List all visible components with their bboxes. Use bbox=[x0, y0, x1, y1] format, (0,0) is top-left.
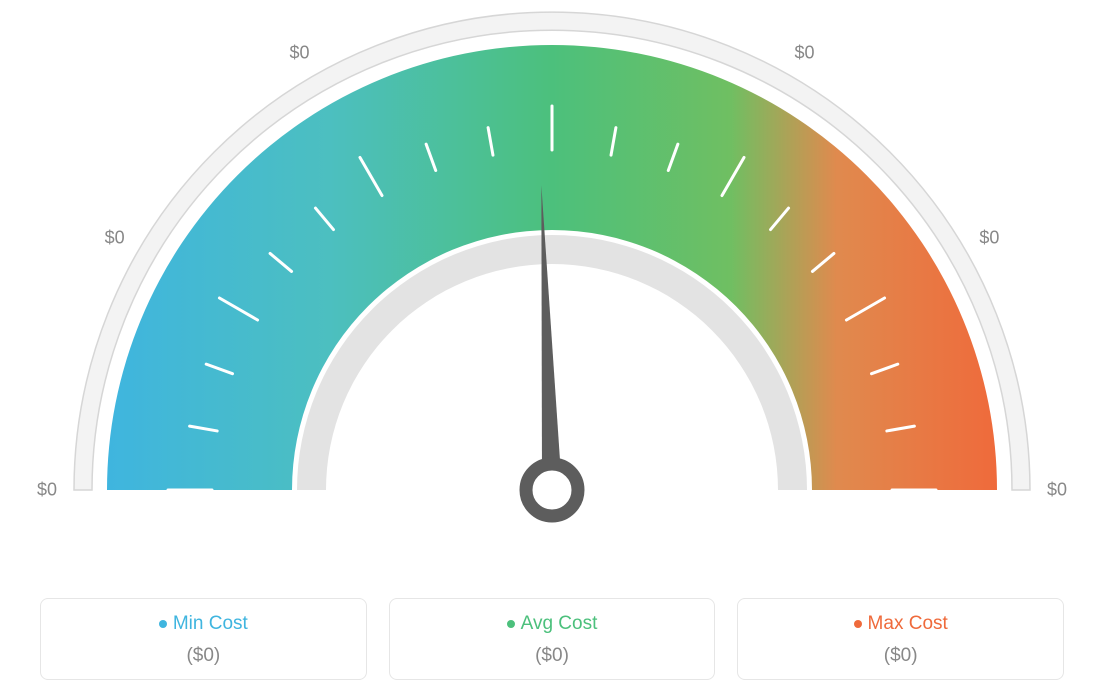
scale-label: $0 bbox=[979, 227, 999, 248]
legend-card-min: Min Cost ($0) bbox=[40, 598, 367, 680]
legend-title-max: Max Cost bbox=[854, 613, 948, 635]
dot-icon bbox=[854, 620, 862, 628]
legend-card-max: Max Cost ($0) bbox=[737, 598, 1064, 680]
gauge-svg bbox=[0, 0, 1104, 560]
scale-label: $0 bbox=[1047, 480, 1067, 501]
legend-row: Min Cost ($0) Avg Cost ($0) Max Cost ($0… bbox=[40, 598, 1064, 680]
gauge-area: $0$0$0$0$0$0$0 bbox=[0, 0, 1104, 560]
legend-value-avg: ($0) bbox=[400, 645, 705, 667]
gauge-chart-container: $0$0$0$0$0$0$0 Min Cost ($0) Avg Cost ($… bbox=[0, 0, 1104, 690]
scale-label: $0 bbox=[37, 480, 57, 501]
dot-icon bbox=[159, 620, 167, 628]
legend-label-max: Max Cost bbox=[868, 613, 948, 635]
legend-label-avg: Avg Cost bbox=[521, 613, 598, 635]
scale-label: $0 bbox=[289, 42, 309, 63]
legend-value-min: ($0) bbox=[51, 645, 356, 667]
legend-label-min: Min Cost bbox=[173, 613, 248, 635]
dot-icon bbox=[507, 620, 515, 628]
scale-label: $0 bbox=[794, 42, 814, 63]
legend-title-avg: Avg Cost bbox=[507, 613, 598, 635]
legend-value-max: ($0) bbox=[748, 645, 1053, 667]
scale-label: $0 bbox=[105, 227, 125, 248]
legend-title-min: Min Cost bbox=[159, 613, 248, 635]
legend-card-avg: Avg Cost ($0) bbox=[389, 598, 716, 680]
